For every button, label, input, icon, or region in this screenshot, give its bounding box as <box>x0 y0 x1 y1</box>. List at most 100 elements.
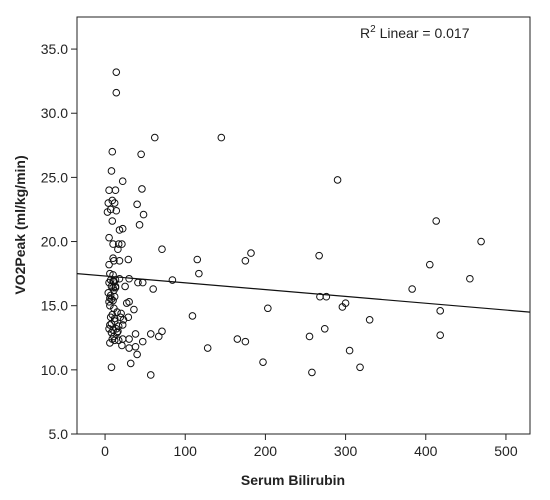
x-tick-label: 300 <box>334 443 358 459</box>
data-point <box>112 88 121 97</box>
data-point <box>106 301 114 310</box>
data-point <box>425 260 434 269</box>
data-point <box>149 285 157 293</box>
y-tick-label: 25.0 <box>41 169 68 185</box>
data-point <box>125 335 133 343</box>
data-point <box>247 249 255 257</box>
data-point <box>203 344 212 352</box>
data-point <box>103 208 112 216</box>
data-point <box>466 274 474 283</box>
data-point <box>118 240 126 248</box>
data-point <box>114 327 122 336</box>
data-point <box>108 196 117 205</box>
x-tick-label: 0 <box>101 443 109 459</box>
data-point <box>193 255 202 264</box>
data-point <box>241 337 250 346</box>
data-point <box>305 332 314 341</box>
data-point <box>109 240 117 248</box>
plot-area <box>76 16 531 435</box>
data-point <box>110 292 119 301</box>
data-point <box>315 251 323 260</box>
data-point <box>111 186 120 195</box>
data-point <box>436 307 445 315</box>
data-point <box>131 330 140 338</box>
data-point <box>124 313 133 322</box>
x-tick-label: 100 <box>174 443 198 459</box>
data-point <box>338 303 347 311</box>
data-point <box>114 245 122 254</box>
data-point <box>106 339 114 347</box>
y-tick-label: 35.0 <box>41 41 68 57</box>
data-point <box>158 245 166 254</box>
data-point <box>108 217 117 225</box>
data-points <box>103 68 485 379</box>
data-point <box>130 305 138 314</box>
y-axis-title: VO2Peak (ml/kg/min) <box>12 155 28 294</box>
data-point <box>146 371 155 379</box>
y-tick-label: 5.0 <box>49 426 69 442</box>
x-axis: 0 100 200 300 400 500 <box>101 434 518 459</box>
data-point <box>105 260 113 269</box>
data-point <box>138 337 147 346</box>
data-point <box>356 363 364 372</box>
data-point <box>320 324 329 333</box>
data-point <box>104 289 113 297</box>
data-point <box>259 358 267 366</box>
data-point <box>150 133 159 142</box>
data-point <box>107 167 116 175</box>
data-point <box>137 150 145 159</box>
y-tick-label: 20.0 <box>41 234 68 250</box>
data-point <box>432 217 440 225</box>
data-point <box>154 332 163 341</box>
data-point <box>436 331 445 340</box>
data-point <box>115 256 124 265</box>
data-point <box>112 206 121 215</box>
data-point <box>118 321 127 329</box>
y-axis: 5.0 10.0 15.0 20.0 25.0 30.0 35.0 <box>41 41 77 442</box>
data-point <box>118 177 127 186</box>
x-axis-title: Serum Bilirubin <box>241 472 345 488</box>
data-point <box>217 133 226 142</box>
data-point <box>264 304 272 313</box>
data-point <box>131 342 140 351</box>
data-point <box>133 200 141 209</box>
data-point <box>107 282 116 291</box>
data-point <box>108 147 117 156</box>
data-point <box>139 210 148 219</box>
data-point <box>322 292 331 301</box>
x-tick-label: 200 <box>254 443 278 459</box>
data-point <box>108 335 117 343</box>
data-point <box>108 310 117 319</box>
data-point <box>118 341 126 350</box>
data-point <box>118 224 127 233</box>
data-point <box>107 363 116 372</box>
y-tick-label: 10.0 <box>41 362 68 378</box>
data-point <box>106 294 114 302</box>
linear-fit-line <box>76 273 531 313</box>
x-tick-label: 400 <box>414 443 438 459</box>
data-point <box>135 221 144 229</box>
data-point <box>126 359 135 368</box>
y-tick-label: 15.0 <box>41 298 68 314</box>
data-point <box>233 335 242 343</box>
data-point <box>195 269 203 278</box>
data-point <box>188 312 197 320</box>
data-point <box>122 299 131 307</box>
r2-annotation: R2 Linear = 0.017 <box>360 24 470 41</box>
data-point <box>345 346 354 355</box>
data-point <box>408 285 416 293</box>
data-point <box>365 316 374 324</box>
data-point <box>105 233 113 242</box>
data-point <box>146 330 155 338</box>
data-point <box>117 309 125 318</box>
data-point <box>111 282 120 291</box>
data-point <box>105 298 113 306</box>
data-point <box>116 313 125 322</box>
data-point <box>241 256 250 265</box>
data-point <box>333 176 342 184</box>
data-point <box>133 350 141 359</box>
data-point <box>114 240 123 248</box>
data-point <box>105 278 113 287</box>
data-point <box>138 185 146 193</box>
